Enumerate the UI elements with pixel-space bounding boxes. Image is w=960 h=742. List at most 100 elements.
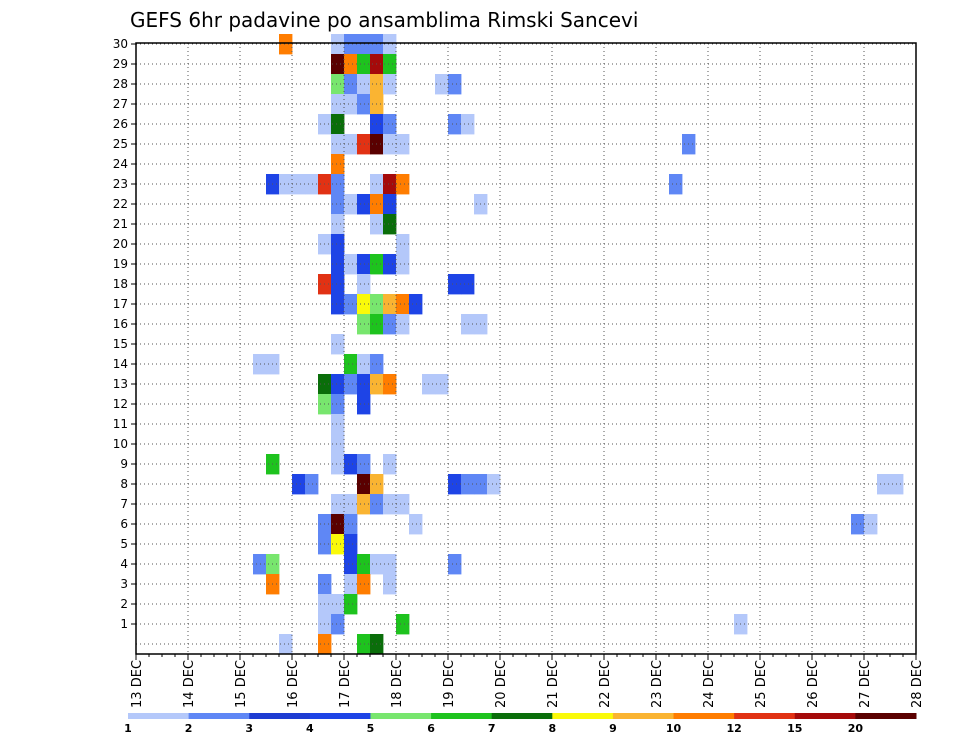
precip-cell	[396, 494, 410, 515]
y-tick-label: 26	[113, 117, 128, 131]
precip-cell	[448, 474, 462, 495]
y-tick-label: 9	[120, 457, 128, 471]
precip-cell	[292, 474, 306, 495]
legend-label: 7	[488, 722, 496, 735]
precip-cell	[331, 154, 345, 175]
precip-cell	[253, 554, 267, 575]
precip-cell	[357, 574, 371, 595]
y-tick-label: 11	[113, 417, 128, 431]
precip-cell	[357, 454, 371, 475]
legend-label: 9	[609, 722, 617, 735]
legend-label: 1	[124, 722, 132, 735]
precip-cell	[396, 314, 410, 335]
precip-cell	[331, 254, 345, 275]
legend-label: 4	[306, 722, 314, 735]
precip-cell	[331, 234, 345, 255]
precip-cell	[435, 74, 449, 95]
precip-cell	[877, 474, 891, 495]
x-tick-label: 28 DEC	[910, 660, 925, 708]
precip-cell	[344, 254, 358, 275]
precip-cell	[383, 374, 397, 395]
legend-swatch	[370, 713, 432, 719]
precip-cell	[331, 54, 345, 75]
precip-cell	[383, 494, 397, 515]
y-tick-label: 7	[120, 497, 128, 511]
precip-cell	[331, 454, 345, 475]
precip-cell	[344, 74, 358, 95]
x-tick-label: 18 DEC	[390, 660, 405, 708]
precip-cell	[331, 294, 345, 315]
precip-cell	[344, 534, 358, 555]
precip-cell	[344, 594, 358, 615]
precip-cell	[305, 474, 319, 495]
precip-cell	[383, 174, 397, 195]
precip-cell	[487, 474, 501, 495]
precip-cell	[357, 74, 371, 95]
precip-cell	[344, 34, 358, 55]
y-tick-label: 19	[113, 257, 128, 271]
precip-cell	[357, 54, 371, 75]
y-tick-label: 6	[120, 517, 128, 531]
precip-cell	[357, 634, 371, 655]
precip-cell	[344, 294, 358, 315]
x-tick-label: 23 DEC	[650, 660, 665, 708]
precip-cell	[357, 394, 371, 415]
precip-cell	[409, 294, 423, 315]
precip-cell	[383, 114, 397, 135]
precip-cell	[851, 514, 865, 535]
precip-cell	[396, 294, 410, 315]
legend-label: 15	[787, 722, 802, 735]
precip-cell	[448, 114, 462, 135]
legend-swatch	[734, 713, 796, 719]
precip-cell	[396, 134, 410, 155]
legend-label: 5	[367, 722, 375, 735]
precip-cell	[253, 354, 267, 375]
legend-swatch	[309, 713, 371, 719]
precip-cell	[357, 294, 371, 315]
plot-frame	[135, 42, 917, 655]
precip-cell	[331, 214, 345, 235]
y-tick-label: 4	[120, 557, 128, 571]
chart-title: GEFS 6hr padavine po ansamblima Rimski S…	[130, 8, 638, 32]
legend-swatch	[431, 713, 493, 719]
legend-label: 10	[666, 722, 682, 735]
legend-swatch	[249, 713, 311, 719]
legend-swatch	[491, 713, 553, 719]
y-tick-label: 29	[113, 57, 128, 71]
legend-swatch	[188, 713, 250, 719]
precip-cell	[331, 374, 345, 395]
x-tick-label: 25 DEC	[754, 660, 769, 708]
legend-swatch	[128, 713, 190, 719]
precip-cell	[331, 434, 345, 455]
precip-cell	[669, 174, 683, 195]
precip-cell	[383, 294, 397, 315]
y-tick-label: 18	[113, 277, 128, 291]
y-tick-label: 24	[113, 157, 128, 171]
precip-cell	[344, 554, 358, 575]
precip-cell	[331, 514, 345, 535]
legend-swatch	[612, 713, 675, 719]
precip-cell	[331, 74, 345, 95]
legend-label: 3	[245, 722, 253, 735]
legend-label: 6	[427, 722, 435, 735]
precip-cell	[396, 174, 410, 195]
precip-cell	[357, 554, 371, 575]
precip-cell	[357, 254, 371, 275]
precip-cell	[383, 254, 397, 275]
precip-cell	[279, 634, 293, 655]
precip-cell	[344, 194, 358, 215]
legend-swatch	[552, 713, 614, 719]
precip-cell	[357, 354, 371, 375]
y-axis: 1234567891011121314151617181920212223242…	[113, 37, 136, 631]
precip-cell	[344, 374, 358, 395]
x-tick-label: 21 DEC	[546, 660, 561, 708]
legend-swatch	[855, 713, 917, 719]
precip-cell	[331, 94, 345, 115]
precip-cell	[448, 554, 462, 575]
precip-cell	[331, 334, 345, 355]
precip-cell	[357, 374, 371, 395]
y-tick-label: 17	[113, 297, 128, 311]
y-tick-label: 27	[113, 97, 128, 111]
precip-cell	[331, 394, 345, 415]
precip-cell	[331, 114, 345, 135]
